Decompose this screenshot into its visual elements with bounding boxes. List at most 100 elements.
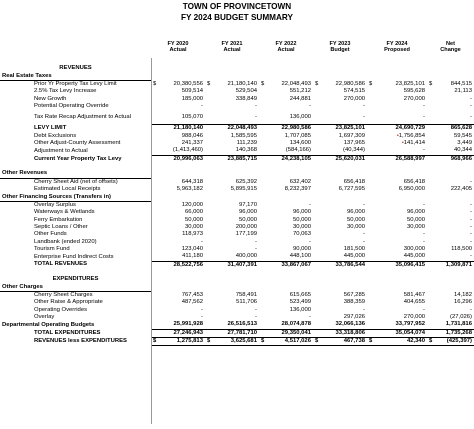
value-cell: 50,000 xyxy=(205,217,259,224)
value-cell: 1,697,309 xyxy=(313,133,367,140)
dollar-sign: $ xyxy=(429,338,433,345)
table-row: Ferry Embarkation 50,000 50,000 50,000 50,00… xyxy=(0,217,474,224)
cell-value: 1,707,085 xyxy=(284,132,311,139)
empty-cell xyxy=(205,284,259,292)
cell-value: 270,000 xyxy=(403,314,425,320)
cell-value: 118,500 xyxy=(451,245,472,252)
cell-value: 32,066,136 xyxy=(335,321,365,328)
column-header-year: FY 2023 xyxy=(329,41,351,47)
empty-cell xyxy=(259,284,313,292)
cell-value: - xyxy=(470,253,472,260)
value-cell: 27,246,943 xyxy=(151,328,205,338)
column-header-fy2020: FY 2020 Actual xyxy=(151,41,205,54)
column-header-fy2021: FY 2021 Actual xyxy=(205,41,259,54)
cell-value: - xyxy=(470,306,472,313)
cell-value: (1,413,460) xyxy=(172,147,203,154)
value-cell: 90,000 xyxy=(259,246,313,253)
cell-value: 22,980,586 xyxy=(335,80,365,87)
cell-value: - xyxy=(309,103,311,110)
cell-value: - xyxy=(470,223,472,230)
empty-cell xyxy=(367,58,427,65)
cell-value: 988,046 xyxy=(181,132,203,139)
cell-value: 244,881 xyxy=(289,95,311,102)
row-label xyxy=(0,163,151,170)
value-cell: 270,000 xyxy=(367,314,427,321)
value-cell: •1,756,854 xyxy=(367,133,427,140)
cell-value: 1,309,871 xyxy=(445,261,472,268)
value-cell: $42,340 xyxy=(367,337,427,347)
value-cell: 297,026 xyxy=(313,314,367,321)
value-cell: 96,000 xyxy=(313,209,367,216)
row-label: Prior Yr Property Tax Levy Limit xyxy=(34,81,117,88)
value-cell: 136,000 xyxy=(259,110,313,125)
table-row: Operating Overrides - - 136,000 - - - xyxy=(0,307,474,314)
row-label: Tax Rate Recap Adjustment to Actual xyxy=(34,114,131,121)
cell-value: 105,070 xyxy=(181,113,203,120)
cell-value: 177,199 xyxy=(235,231,257,238)
cell-value: 23,825,101 xyxy=(335,125,365,132)
empty-cell xyxy=(259,194,313,202)
value-cell: 21,180,140 xyxy=(151,124,205,133)
value-cell: $467,738 xyxy=(313,337,367,347)
value-cell: 185,000 xyxy=(151,96,205,103)
cell-value: 33,786,544 xyxy=(335,261,365,268)
dollar-sign: $ xyxy=(369,338,373,345)
value-cell: 50,000 xyxy=(259,217,313,224)
cell-value: 1,275,813 xyxy=(176,338,203,345)
cell-value: 96,000 xyxy=(406,209,425,216)
value-cell: - xyxy=(151,239,205,246)
row-label: Estimated Local Receipts xyxy=(34,186,101,193)
value-cell: - xyxy=(367,239,427,246)
cell-value: 16,296 xyxy=(453,299,472,306)
table-row: Cherry Sheet Charges 767,453 758,491 615,66… xyxy=(0,291,474,299)
value-cell: - xyxy=(205,314,259,321)
value-cell: 96,000 xyxy=(205,209,259,216)
empty-cell xyxy=(259,276,313,283)
section-header-row: Other Charges xyxy=(0,283,474,292)
value-cell: 118,500 xyxy=(427,246,474,253)
table-row: Estimated Local Receipts 5,963,182 5,895,9… xyxy=(0,186,474,193)
empty-cell xyxy=(427,276,474,283)
column-header-year: FY 2024 xyxy=(386,41,408,47)
value-cell: - xyxy=(427,253,474,261)
empty-cell xyxy=(367,163,427,170)
cell-value: 140,368 xyxy=(235,147,257,154)
value-cell: 111,239 xyxy=(205,140,259,147)
column-header-type: Proposed xyxy=(384,47,410,54)
cell-value: - xyxy=(423,231,425,238)
cell-value: 615,665 xyxy=(289,291,311,298)
value-cell: 5,963,182 xyxy=(151,186,205,193)
cell-value: 400,000 xyxy=(235,253,257,260)
value-cell: $ (425,397) xyxy=(427,337,474,347)
row-label: Other Raise & Appropriate xyxy=(34,299,103,306)
value-cell: - xyxy=(427,217,474,224)
cell-value: - xyxy=(470,113,472,120)
value-cell: $21,180,140 xyxy=(205,81,259,89)
comment-marker-icon: • xyxy=(397,132,399,139)
empty-cell xyxy=(259,73,313,81)
spacer-row xyxy=(0,58,474,65)
cell-value: 3,625,681 xyxy=(230,338,257,345)
value-cell: 136,000 xyxy=(259,307,313,314)
dollar-sign: $ xyxy=(369,80,373,87)
cell-value: - xyxy=(201,238,203,245)
empty-cell xyxy=(367,284,427,292)
value-cell: 177,199 xyxy=(205,231,259,238)
value-cell: 23,825,101 xyxy=(313,124,367,133)
cell-value: 28,522,756 xyxy=(173,261,203,268)
empty-cell xyxy=(427,170,474,178)
cell-value: 567,285 xyxy=(343,291,365,298)
value-cell: 448,100 xyxy=(259,253,313,261)
value-cell: - xyxy=(367,201,427,209)
cell-value: 581,467 xyxy=(403,291,425,298)
empty-cell xyxy=(205,269,259,276)
column-header-type: Budget xyxy=(330,47,350,54)
empty-cell xyxy=(259,269,313,276)
column-header-year: FY 2022 xyxy=(275,41,297,47)
value-cell: - xyxy=(259,103,313,110)
cell-value: 23,825,101 xyxy=(395,80,425,87)
empty-cell xyxy=(205,58,259,65)
value-cell: 5,895,915 xyxy=(205,186,259,193)
cell-value: - xyxy=(470,216,472,223)
cell-value: 1,731,816 xyxy=(445,321,472,328)
